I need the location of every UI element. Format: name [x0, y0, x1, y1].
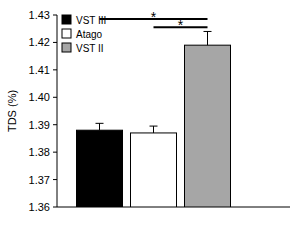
- y-tick-label: 1.42: [29, 36, 50, 48]
- bar: [77, 130, 123, 207]
- y-axis: [57, 15, 58, 207]
- error-bar: [204, 31, 212, 45]
- y-tick: [53, 207, 57, 208]
- error-bar: [150, 126, 158, 133]
- chart: 1.36 1.37 1.38 1.39 1.40 1.41 1.42 1.43 TDS (%) V…: [0, 0, 300, 225]
- legend-label: VST III: [76, 15, 106, 26]
- error-stem: [99, 123, 100, 130]
- bar: [131, 133, 177, 207]
- error-stem: [153, 126, 154, 133]
- y-tick: [53, 69, 57, 70]
- significance-label: *: [151, 9, 157, 25]
- legend-label: VST II: [76, 43, 104, 54]
- y-tick-label: 1.36: [29, 201, 50, 213]
- y-tick: [53, 15, 57, 16]
- y-tick-label: 1.38: [29, 146, 50, 158]
- y-tick: [53, 124, 57, 125]
- error-stem: [207, 31, 208, 45]
- error-bar: [96, 123, 104, 130]
- legend-label: Atago: [76, 29, 103, 40]
- error-bars: [96, 31, 212, 132]
- legend-swatch: [62, 15, 71, 24]
- y-tick: [53, 97, 57, 98]
- bar: [185, 45, 231, 207]
- error-cap: [150, 126, 158, 127]
- y-tick-label: 1.39: [29, 119, 50, 131]
- legend-swatch: [62, 29, 71, 38]
- y-tick-label: 1.43: [29, 9, 50, 21]
- y-axis-label: TDS (%): [6, 90, 18, 132]
- y-tick-label: 1.40: [29, 91, 50, 103]
- y-tick: [53, 42, 57, 43]
- y-tick: [53, 179, 57, 180]
- y-tick: [53, 152, 57, 153]
- error-cap: [204, 31, 212, 32]
- error-cap: [96, 123, 104, 124]
- bars: [77, 45, 231, 207]
- y-tick-label: 1.37: [29, 174, 50, 186]
- legend-swatch: [62, 43, 71, 52]
- significance-label: *: [178, 17, 184, 33]
- y-tick-label: 1.41: [29, 64, 50, 76]
